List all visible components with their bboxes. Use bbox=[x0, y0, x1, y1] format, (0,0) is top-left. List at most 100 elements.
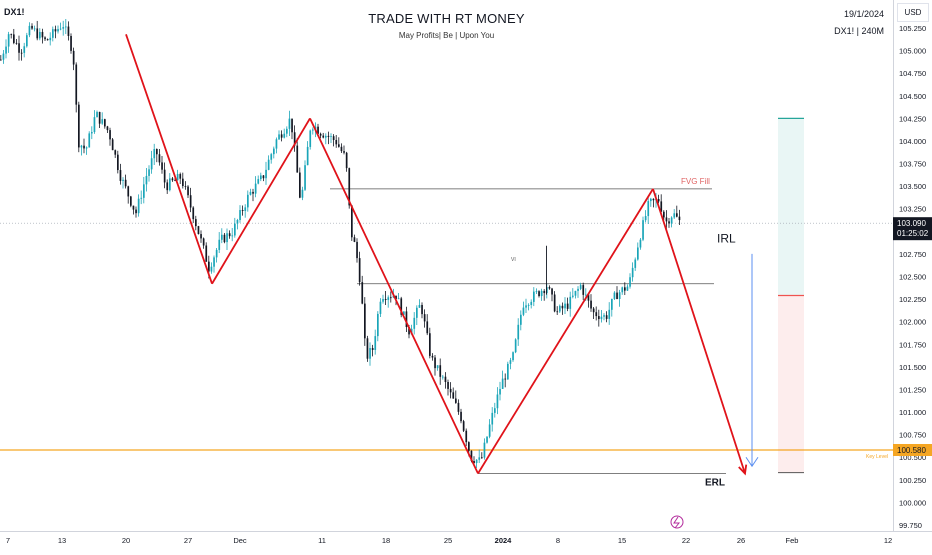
candle-body bbox=[457, 402, 460, 412]
candle-body bbox=[374, 336, 377, 350]
stop-zone[interactable] bbox=[778, 295, 804, 473]
label-key-level: Key Level bbox=[866, 454, 888, 460]
candle-body bbox=[600, 316, 603, 320]
candle-body bbox=[592, 308, 595, 313]
candle-body bbox=[527, 304, 530, 306]
candle-body bbox=[579, 285, 582, 289]
candle-body bbox=[413, 317, 416, 329]
candle-body bbox=[351, 205, 353, 238]
candle-body bbox=[657, 199, 660, 202]
candle-body bbox=[13, 34, 15, 43]
candle-body bbox=[598, 316, 600, 320]
y-tick-label: 104.750 bbox=[899, 69, 926, 78]
target-zone[interactable] bbox=[778, 118, 804, 296]
candle-body bbox=[603, 315, 605, 317]
candle-body bbox=[166, 182, 169, 191]
y-tick-label: 102.000 bbox=[899, 318, 926, 327]
candle-body bbox=[379, 301, 382, 314]
candle-body bbox=[585, 294, 587, 296]
chart-title: TRADE WITH RT MONEY bbox=[368, 11, 525, 26]
candle-body bbox=[395, 295, 397, 300]
candle-body bbox=[670, 217, 673, 224]
candle-body bbox=[501, 378, 504, 389]
candle-body bbox=[143, 184, 145, 198]
candle-body bbox=[252, 191, 254, 194]
candle-body bbox=[608, 309, 611, 319]
candle-body bbox=[301, 189, 304, 198]
candle-body bbox=[509, 360, 512, 364]
candle-body bbox=[572, 295, 574, 297]
candle-body bbox=[176, 174, 179, 181]
x-tick-label: 26 bbox=[737, 536, 745, 545]
candle-body bbox=[80, 145, 83, 148]
candle-body bbox=[109, 130, 111, 140]
candle-body bbox=[132, 205, 135, 210]
candle-body bbox=[127, 186, 130, 197]
candle-body bbox=[364, 303, 366, 339]
candle-body bbox=[192, 207, 195, 220]
candle-body bbox=[104, 119, 106, 127]
candle-body bbox=[208, 261, 210, 272]
y-tick-label: 99.750 bbox=[899, 521, 922, 530]
candle-body bbox=[371, 348, 374, 350]
candle-body bbox=[312, 129, 314, 131]
current-price-badge bbox=[893, 217, 932, 241]
x-tick-label: 25 bbox=[444, 536, 452, 545]
candle-body bbox=[444, 376, 447, 383]
candle-body bbox=[390, 297, 392, 299]
candle-body bbox=[556, 311, 559, 313]
candle-body bbox=[418, 304, 421, 308]
candle-body bbox=[205, 245, 208, 262]
candle-body bbox=[31, 25, 33, 29]
candle-body bbox=[660, 201, 663, 212]
candle-body bbox=[676, 213, 678, 217]
candle-body bbox=[520, 314, 522, 325]
y-tick-label: 104.250 bbox=[899, 114, 926, 123]
candle-body bbox=[332, 136, 335, 141]
candle-body bbox=[148, 169, 150, 176]
candle-body bbox=[429, 333, 431, 356]
candle-body bbox=[369, 348, 371, 359]
candle-body bbox=[574, 290, 577, 296]
y-tick-label: 100.500 bbox=[899, 453, 926, 462]
candle-body bbox=[254, 183, 257, 194]
candle-body bbox=[384, 299, 387, 300]
candle-body bbox=[117, 154, 119, 171]
candle-body bbox=[408, 327, 410, 335]
price-axis-panel[interactable] bbox=[893, 0, 932, 550]
candle-body bbox=[530, 301, 533, 305]
candle-body bbox=[678, 216, 681, 221]
x-tick-label: Dec bbox=[233, 536, 247, 545]
candle-body bbox=[5, 46, 7, 54]
x-tick-label: 7 bbox=[6, 536, 10, 545]
candle-body bbox=[322, 135, 325, 138]
candle-body bbox=[249, 191, 252, 195]
candle-body bbox=[543, 290, 546, 294]
candle-body bbox=[33, 28, 36, 30]
candle-body bbox=[577, 288, 579, 291]
label-small: VI bbox=[511, 257, 516, 263]
currency-button[interactable]: USD bbox=[897, 3, 929, 22]
candle-body bbox=[491, 412, 494, 425]
candle-body bbox=[533, 291, 535, 302]
candle-body bbox=[153, 149, 156, 159]
candle-body bbox=[442, 376, 444, 378]
candle-body bbox=[496, 394, 499, 409]
candle-body bbox=[447, 382, 449, 389]
candle-body bbox=[202, 238, 205, 246]
lightning-icon[interactable] bbox=[670, 515, 684, 529]
candle-body bbox=[345, 152, 348, 169]
candle-body bbox=[460, 411, 462, 422]
candle-body bbox=[525, 305, 527, 308]
candle-body bbox=[299, 172, 301, 198]
candle-body bbox=[135, 209, 137, 214]
symbol-label[interactable]: DX1! bbox=[4, 7, 25, 17]
candle-body bbox=[280, 134, 283, 138]
candle-body bbox=[465, 430, 468, 443]
candle-body bbox=[403, 311, 405, 315]
candle-body bbox=[582, 285, 585, 295]
candle-body bbox=[338, 144, 340, 147]
candle-body bbox=[296, 145, 299, 173]
candle-body bbox=[564, 303, 566, 309]
